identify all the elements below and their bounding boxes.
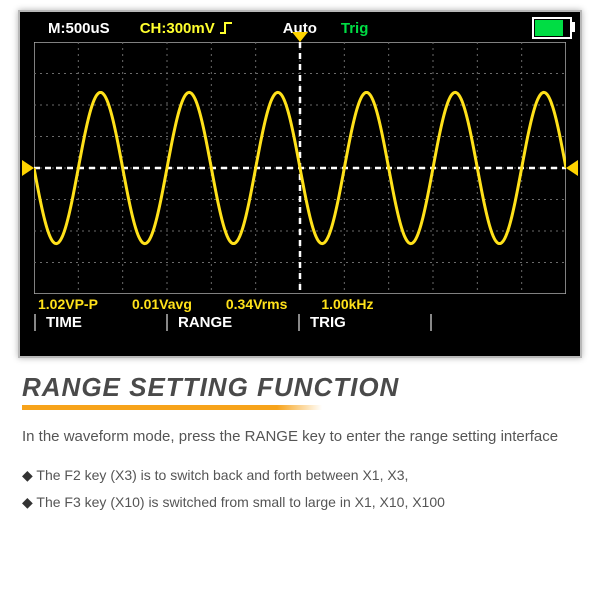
waveform-plot — [34, 42, 566, 294]
softkey-trig[interactable]: TRIG — [298, 314, 432, 331]
softkey-time[interactable]: TIME — [34, 314, 168, 331]
caption-bullet: The F3 key (X10) is switched from small … — [22, 489, 578, 516]
measurement-readouts: 1.02VP-P 0.01Vavg 0.34Vrms 1.00kHz — [20, 294, 580, 312]
softkey-bar: TIME RANGE TRIG — [20, 312, 580, 335]
channel-readout: CH:300mV — [140, 20, 233, 37]
caption-bullet: The F2 key (X3) is to switch back and fo… — [22, 462, 578, 489]
timebase-readout: M:500uS — [48, 20, 110, 37]
plot-canvas — [34, 42, 566, 294]
battery-icon — [532, 17, 572, 39]
ground-marker-left — [22, 160, 34, 176]
oscilloscope-screen: M:500uS CH:300mV Auto Trig 1.02VP-P 0.01… — [18, 10, 582, 358]
softkey-range[interactable]: RANGE — [166, 314, 300, 331]
caption-block: RANGE SETTING FUNCTION In the waveform m… — [0, 358, 600, 515]
ground-marker-right — [566, 160, 578, 176]
vrms-readout: 0.34Vrms — [226, 296, 288, 312]
caption-bullets: The F2 key (X3) is to switch back and fo… — [22, 462, 578, 515]
trig-status: Trig — [341, 20, 369, 37]
rising-edge-icon — [219, 21, 233, 35]
caption-body: In the waveform mode, press the RANGE ke… — [22, 422, 578, 452]
vavg-readout: 0.01Vavg — [132, 296, 192, 312]
freq-readout: 1.00kHz — [321, 296, 373, 312]
vpp-readout: 1.02VP-P — [38, 296, 98, 312]
caption-underline — [22, 405, 322, 410]
trigger-position-marker — [292, 32, 308, 42]
caption-title: RANGE SETTING FUNCTION — [22, 372, 578, 403]
